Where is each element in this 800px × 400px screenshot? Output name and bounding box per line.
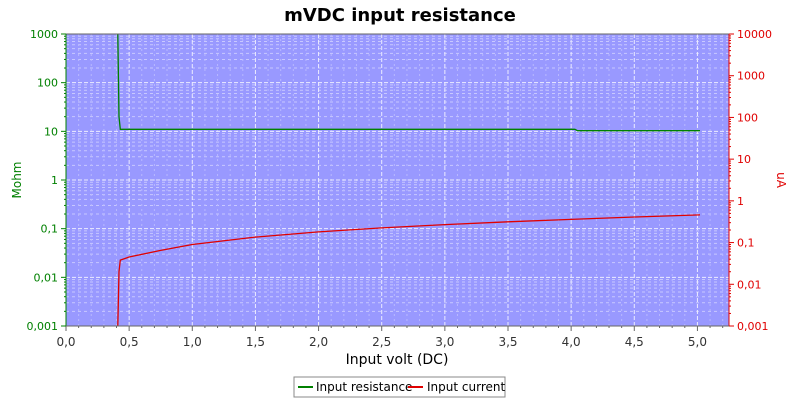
y-right-tick-label: 1	[737, 195, 744, 208]
x-tick-label: 2,5	[372, 335, 391, 349]
y-right-tick-label: 0,001	[737, 320, 769, 333]
x-tick-label: 1,5	[246, 335, 265, 349]
y-left-tick-label: 1	[51, 174, 58, 187]
y-left-tick-label: 0,1	[41, 223, 59, 236]
y-axis-label-right: uA	[774, 172, 788, 189]
x-tick-label: 0,0	[56, 335, 75, 349]
x-tick-label: 4,5	[625, 335, 644, 349]
legend-box	[293, 376, 506, 398]
x-tick-label: 5,0	[688, 335, 707, 349]
series-line-input-resistance	[117, 33, 700, 132]
y-right-tick-label: 0,1	[737, 237, 755, 250]
x-axis-label: Input volt (DC)	[346, 352, 449, 368]
x-tick-label: 3,0	[435, 335, 454, 349]
x-tick-label: 2,0	[309, 335, 328, 349]
y-left-tick-label: 0,001	[27, 320, 59, 333]
x-tick-label: 4,0	[562, 335, 581, 349]
x-tick-label: 3,5	[498, 335, 517, 349]
y-left-tick-label: 1000	[30, 28, 58, 41]
x-tick-label: 0,5	[120, 335, 139, 349]
y-right-tick-label: 1000	[737, 70, 765, 83]
series-layer	[117, 33, 701, 327]
axes: 0,0 0,5 1,0 1,5 2,0 2,5 3,0 3,5 4,0 4,5 5,0 0,001 0,…	[27, 28, 773, 349]
y-right-tick-label: 10000	[737, 28, 772, 41]
y-right-tick-label: 10	[737, 153, 751, 166]
legend-label-current: Input current	[427, 380, 505, 394]
y-right-tick-label: 100	[737, 111, 758, 124]
legend: Input resistance Input current	[293, 376, 506, 398]
x-tick-label: 1,0	[183, 335, 202, 349]
legend-label-resistance: Input resistance	[316, 380, 412, 394]
y-right-tick-label: 0,01	[737, 278, 762, 291]
series-line-input-current	[117, 214, 701, 327]
y-left-tick-label: 100	[37, 77, 58, 90]
y-left-tick-label: 10	[44, 125, 58, 138]
y-left-tick-label: 0,01	[34, 271, 59, 284]
chart-title: mVDC input resistance	[284, 5, 516, 26]
y-axis-label-left: Mohm	[10, 162, 24, 199]
grid	[65, 33, 729, 327]
